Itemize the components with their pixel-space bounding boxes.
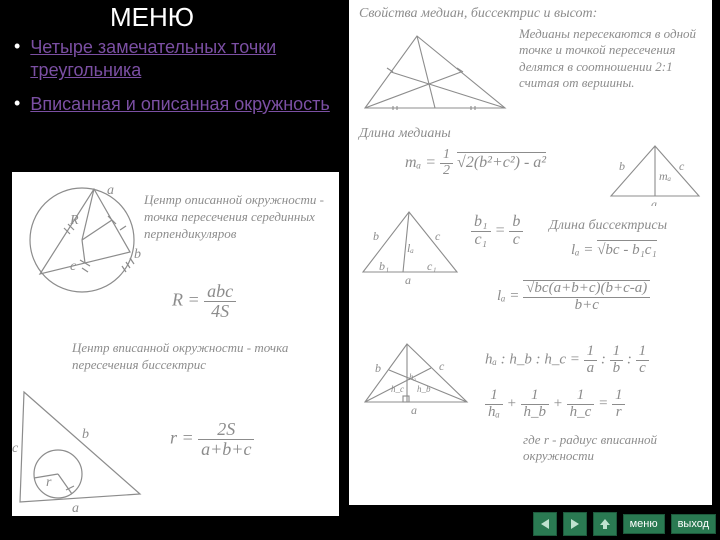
- svg-text:a: a: [107, 183, 114, 198]
- bisector-ratio: b₁ c₁ = b c: [471, 214, 523, 249]
- menu-link-four-points[interactable]: Четыре замечательных точки треугольника: [30, 36, 334, 83]
- svg-text:b: b: [375, 361, 381, 375]
- menu-item: Четыре замечательных точки треугольника: [14, 36, 334, 83]
- menu-link-inscribed-circumscribed[interactable]: Вписанная и описанная окружность: [30, 93, 330, 116]
- median-length-label: Длина медианы: [359, 126, 451, 142]
- svg-text:mₐ: mₐ: [659, 169, 672, 183]
- svg-text:b₁: b₁: [379, 259, 389, 273]
- svg-text:b: b: [373, 229, 379, 243]
- svg-text:a: a: [72, 501, 79, 516]
- left-geometry-panel: a b c R b c a r Центр описанной окружнос…: [12, 172, 339, 516]
- svg-text:c: c: [70, 259, 77, 274]
- svg-text:h_c: h_c: [391, 384, 404, 394]
- height-sum: 1hₐ + 1h_b + 1h_c = 1r: [485, 388, 625, 421]
- nav-next-button[interactable]: [563, 512, 587, 536]
- circum-formula: R = abc 4S: [172, 282, 236, 321]
- bisector-formula-1: lₐ = √bc - b₁c₁: [571, 242, 657, 259]
- svg-text:r: r: [46, 475, 52, 490]
- circum-text: Центр описанной окружности - точка перес…: [144, 192, 334, 243]
- right-geometry-panel: Свойства медиан, биссектрис и высот: Мед…: [349, 0, 712, 505]
- menu-item: Вписанная и описанная окружность: [14, 93, 334, 116]
- svg-text:h_b: h_b: [417, 384, 431, 394]
- nav-menu-button[interactable]: меню: [623, 514, 665, 534]
- svg-text:lₐ: lₐ: [407, 241, 414, 255]
- svg-text:c: c: [679, 159, 685, 173]
- svg-text:hₐ: hₐ: [409, 372, 417, 382]
- svg-text:b: b: [82, 427, 89, 442]
- right-heading: Свойства медиан, биссектрис и высот:: [359, 6, 597, 22]
- median-property-text: Медианы пересекаются в одной точке и точ…: [519, 26, 705, 91]
- svg-text:b: b: [134, 247, 141, 262]
- svg-text:a: a: [411, 403, 417, 416]
- svg-text:a: a: [651, 197, 657, 206]
- triangle-right-icon: [569, 518, 581, 530]
- menu-list: Четыре замечательных точки треугольника …: [14, 36, 334, 126]
- nav-up-button[interactable]: [593, 512, 617, 536]
- bisector-length-label: Длина биссектрисы: [549, 218, 667, 234]
- inscribed-text: Центр вписанной окружности - точка перес…: [72, 340, 332, 374]
- inscribed-diagram: [20, 392, 140, 502]
- circumscribed-diagram: [30, 188, 134, 292]
- svg-text:R: R: [69, 213, 79, 228]
- inscribed-labels: b c a r: [12, 427, 89, 516]
- r-note: где r - радиус вписанной окружности: [523, 432, 703, 464]
- up-arrow-icon: [598, 517, 612, 531]
- svg-text:c: c: [435, 229, 441, 243]
- svg-text:c: c: [12, 441, 19, 456]
- menu-title: МЕНЮ: [110, 2, 194, 33]
- height-ratio: hₐ : h_b : h_c = 1a : 1b : 1c: [485, 344, 649, 377]
- nav-prev-button[interactable]: [533, 512, 557, 536]
- triangle-left-icon: [539, 518, 551, 530]
- median-formula: mₐ = 1 2 √2(b²+c²) - a²: [405, 148, 546, 178]
- inscribed-formula: r = 2S a+b+c: [170, 420, 254, 459]
- bisector-formula-2: lₐ = √bc(a+b+c)(b+c-a) b+c: [497, 280, 650, 314]
- svg-text:a: a: [405, 273, 411, 284]
- svg-text:c: c: [439, 359, 445, 373]
- nav-exit-button[interactable]: выход: [671, 514, 716, 534]
- svg-text:b: b: [619, 159, 625, 173]
- nav-bar: меню выход: [533, 512, 716, 536]
- svg-text:c₁: c₁: [427, 259, 437, 273]
- median-diagram: [365, 36, 505, 110]
